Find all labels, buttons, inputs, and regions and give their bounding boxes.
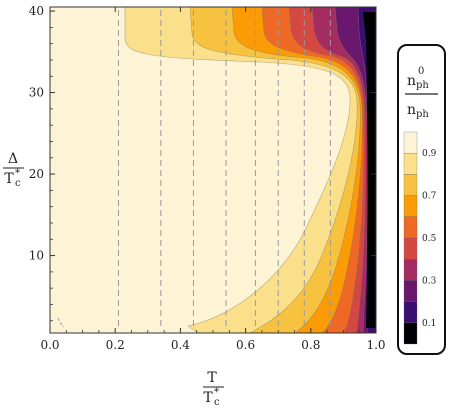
y-label-numerator: Δ: [8, 151, 18, 167]
x-tick-label: 0.2: [106, 338, 125, 352]
y-axis: 10 20 30 40: [29, 4, 376, 322]
corner-contour: [57, 317, 65, 328]
x-label-denominator-sup: *: [214, 387, 219, 398]
x-tick-label: 0.8: [301, 338, 320, 352]
y-axis-label: Δ T c *: [3, 151, 24, 189]
y-label-denominator-sup: *: [15, 168, 20, 179]
y-label-denominator: T: [4, 171, 14, 187]
y-tick-label: 10: [29, 249, 44, 263]
x-tick-label: 0.6: [236, 338, 255, 352]
x-label-denominator: T: [203, 390, 213, 406]
x-axis: 0.0 0.2 0.4 0.6 0.8 1.0: [40, 7, 386, 352]
x-tick-label: 0.4: [171, 338, 190, 352]
x-tick-label: 0.0: [40, 338, 59, 352]
x-label-denominator-sub: c: [214, 397, 220, 408]
contour-band-1: [124, 7, 376, 333]
y-label-denominator-sub: c: [15, 178, 21, 189]
x-label-numerator: T: [207, 370, 217, 386]
x-tick-label: 1.0: [366, 338, 385, 352]
contour-band-2: [189, 7, 376, 333]
contour-band-lowest: [363, 12, 376, 328]
y-tick-label: 20: [29, 167, 44, 181]
y-tick-label: 40: [29, 4, 44, 18]
contour-bands: [124, 7, 376, 333]
y-tick-label: 30: [29, 86, 44, 100]
dashed-contours: [57, 10, 331, 330]
contour-band-7: [334, 7, 376, 333]
legend-frame: [397, 44, 446, 355]
x-axis-label: T T c *: [203, 370, 224, 408]
